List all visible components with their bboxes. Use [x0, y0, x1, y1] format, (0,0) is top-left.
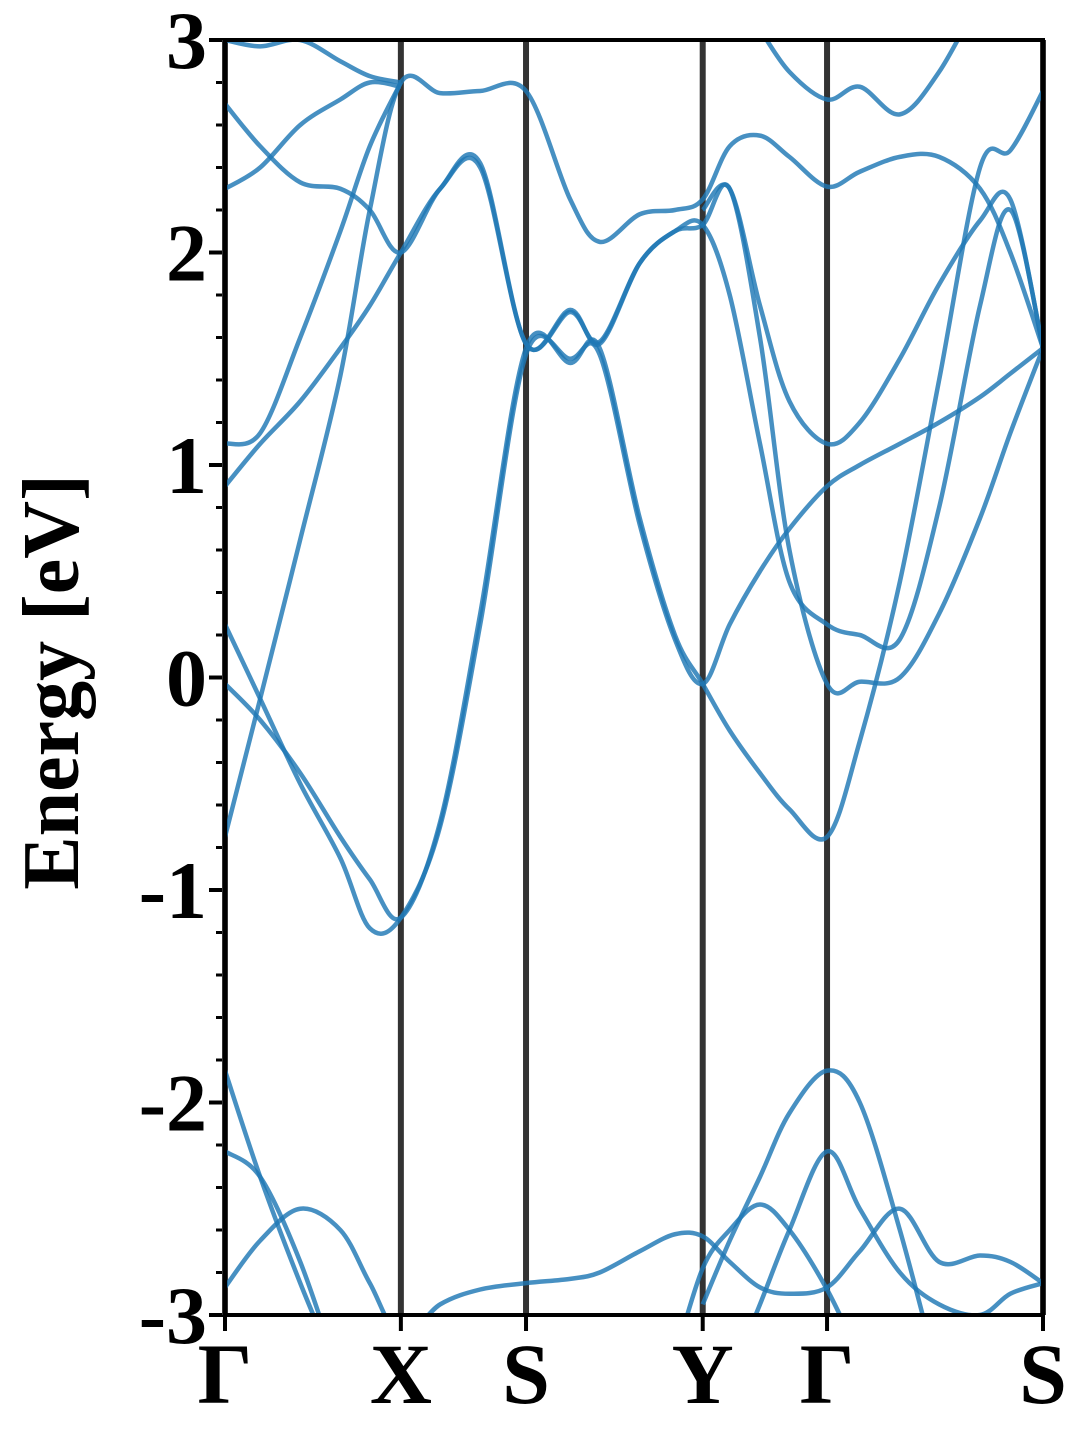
- band-line: [225, 1068, 925, 1315]
- x-tick-label: X: [370, 1326, 432, 1422]
- band-line: [225, 102, 1043, 696]
- band-line: [225, 155, 1043, 651]
- x-tick-label: Γ: [800, 1326, 855, 1422]
- band-line: [684, 1202, 843, 1315]
- y-tick-label: 1: [166, 420, 207, 511]
- x-tick-label: Γ: [198, 1326, 253, 1422]
- y-tick-label: -3: [139, 1270, 207, 1361]
- y-tick-label: 3: [166, 0, 207, 86]
- band-line: [225, 81, 1043, 447]
- band-line: [225, 73, 1043, 838]
- plot-frame: [223, 38, 1045, 1317]
- y-tick-label: 0: [166, 633, 207, 724]
- y-tick-label: -1: [139, 845, 207, 936]
- bands: [225, 40, 1043, 1315]
- band-line: [225, 333, 1043, 936]
- y-tick-label: 2: [166, 208, 207, 299]
- x-tick-label: Y: [672, 1326, 734, 1422]
- x-tick-label: S: [1019, 1326, 1067, 1422]
- y-tick-label: -2: [139, 1058, 207, 1149]
- y-axis-label: Energy [eV]: [8, 474, 96, 889]
- x-tick-label: S: [502, 1326, 550, 1422]
- band-line: [225, 1149, 1043, 1315]
- band-line: [225, 40, 402, 85]
- band-line: [225, 1206, 1043, 1315]
- band-line: [225, 40, 961, 191]
